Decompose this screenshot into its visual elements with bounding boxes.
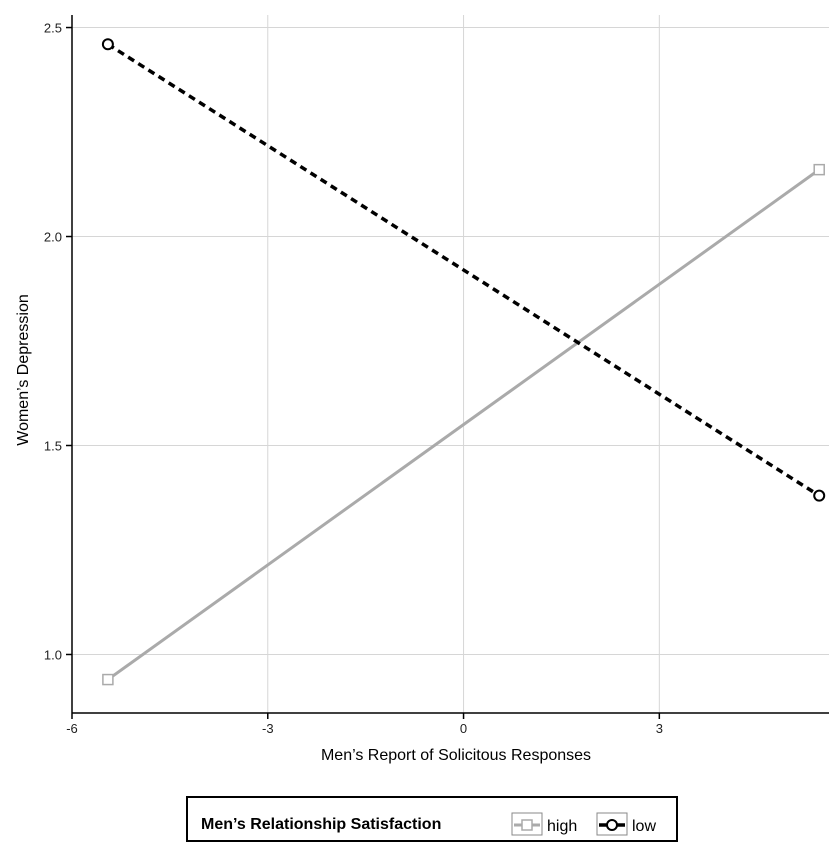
legend-label-low: low — [632, 818, 656, 835]
y-axis-title: Women’s Depression — [15, 294, 32, 445]
legend: Men’s Relationship Satisfaction high low — [186, 796, 678, 842]
legend-items: high low — [511, 812, 656, 836]
x-tick-label: -3 — [262, 721, 274, 736]
y-tick-label: 1.0 — [44, 647, 62, 662]
y-ticks: 1.0 1.5 2.0 2.5 — [44, 21, 72, 662]
x-axis-title: Men’s Report of Solicitous Responses — [321, 747, 591, 764]
data-point-low — [813, 489, 826, 502]
series-lines — [106, 42, 821, 681]
legend-marker-low — [606, 819, 618, 831]
x-tick-label: 0 — [460, 721, 467, 736]
legend-marker-high — [521, 819, 533, 831]
grid — [72, 15, 829, 713]
data-point-low — [101, 38, 114, 51]
x-tick-label: 3 — [656, 721, 663, 736]
y-tick-label: 1.5 — [44, 439, 62, 454]
legend-label-high: high — [547, 818, 577, 835]
data-point-high — [813, 163, 825, 176]
legend-box — [186, 796, 678, 842]
series-markers — [101, 38, 826, 686]
series-line-low — [106, 42, 821, 498]
y-tick-label: 2.0 — [44, 230, 62, 245]
x-ticks: -6 -3 0 3 — [66, 713, 663, 736]
x-tick-label: -6 — [66, 721, 78, 736]
y-tick-label: 2.5 — [44, 21, 62, 36]
legend-title: Men’s Relationship Satisfaction — [201, 816, 441, 833]
series-line-high — [107, 168, 821, 681]
data-point-high — [102, 673, 114, 686]
axes — [71, 15, 829, 714]
